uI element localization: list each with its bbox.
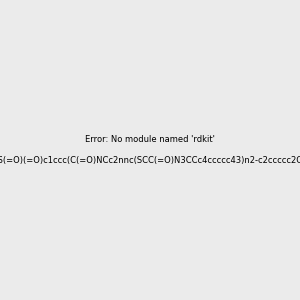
Text: Error: No module named 'rdkit'

CN(C)S(=O)(=O)c1ccc(C(=O)NCc2nnc(SCC(=O)N3CCc4cc: Error: No module named 'rdkit' CN(C)S(=O…: [0, 135, 300, 165]
